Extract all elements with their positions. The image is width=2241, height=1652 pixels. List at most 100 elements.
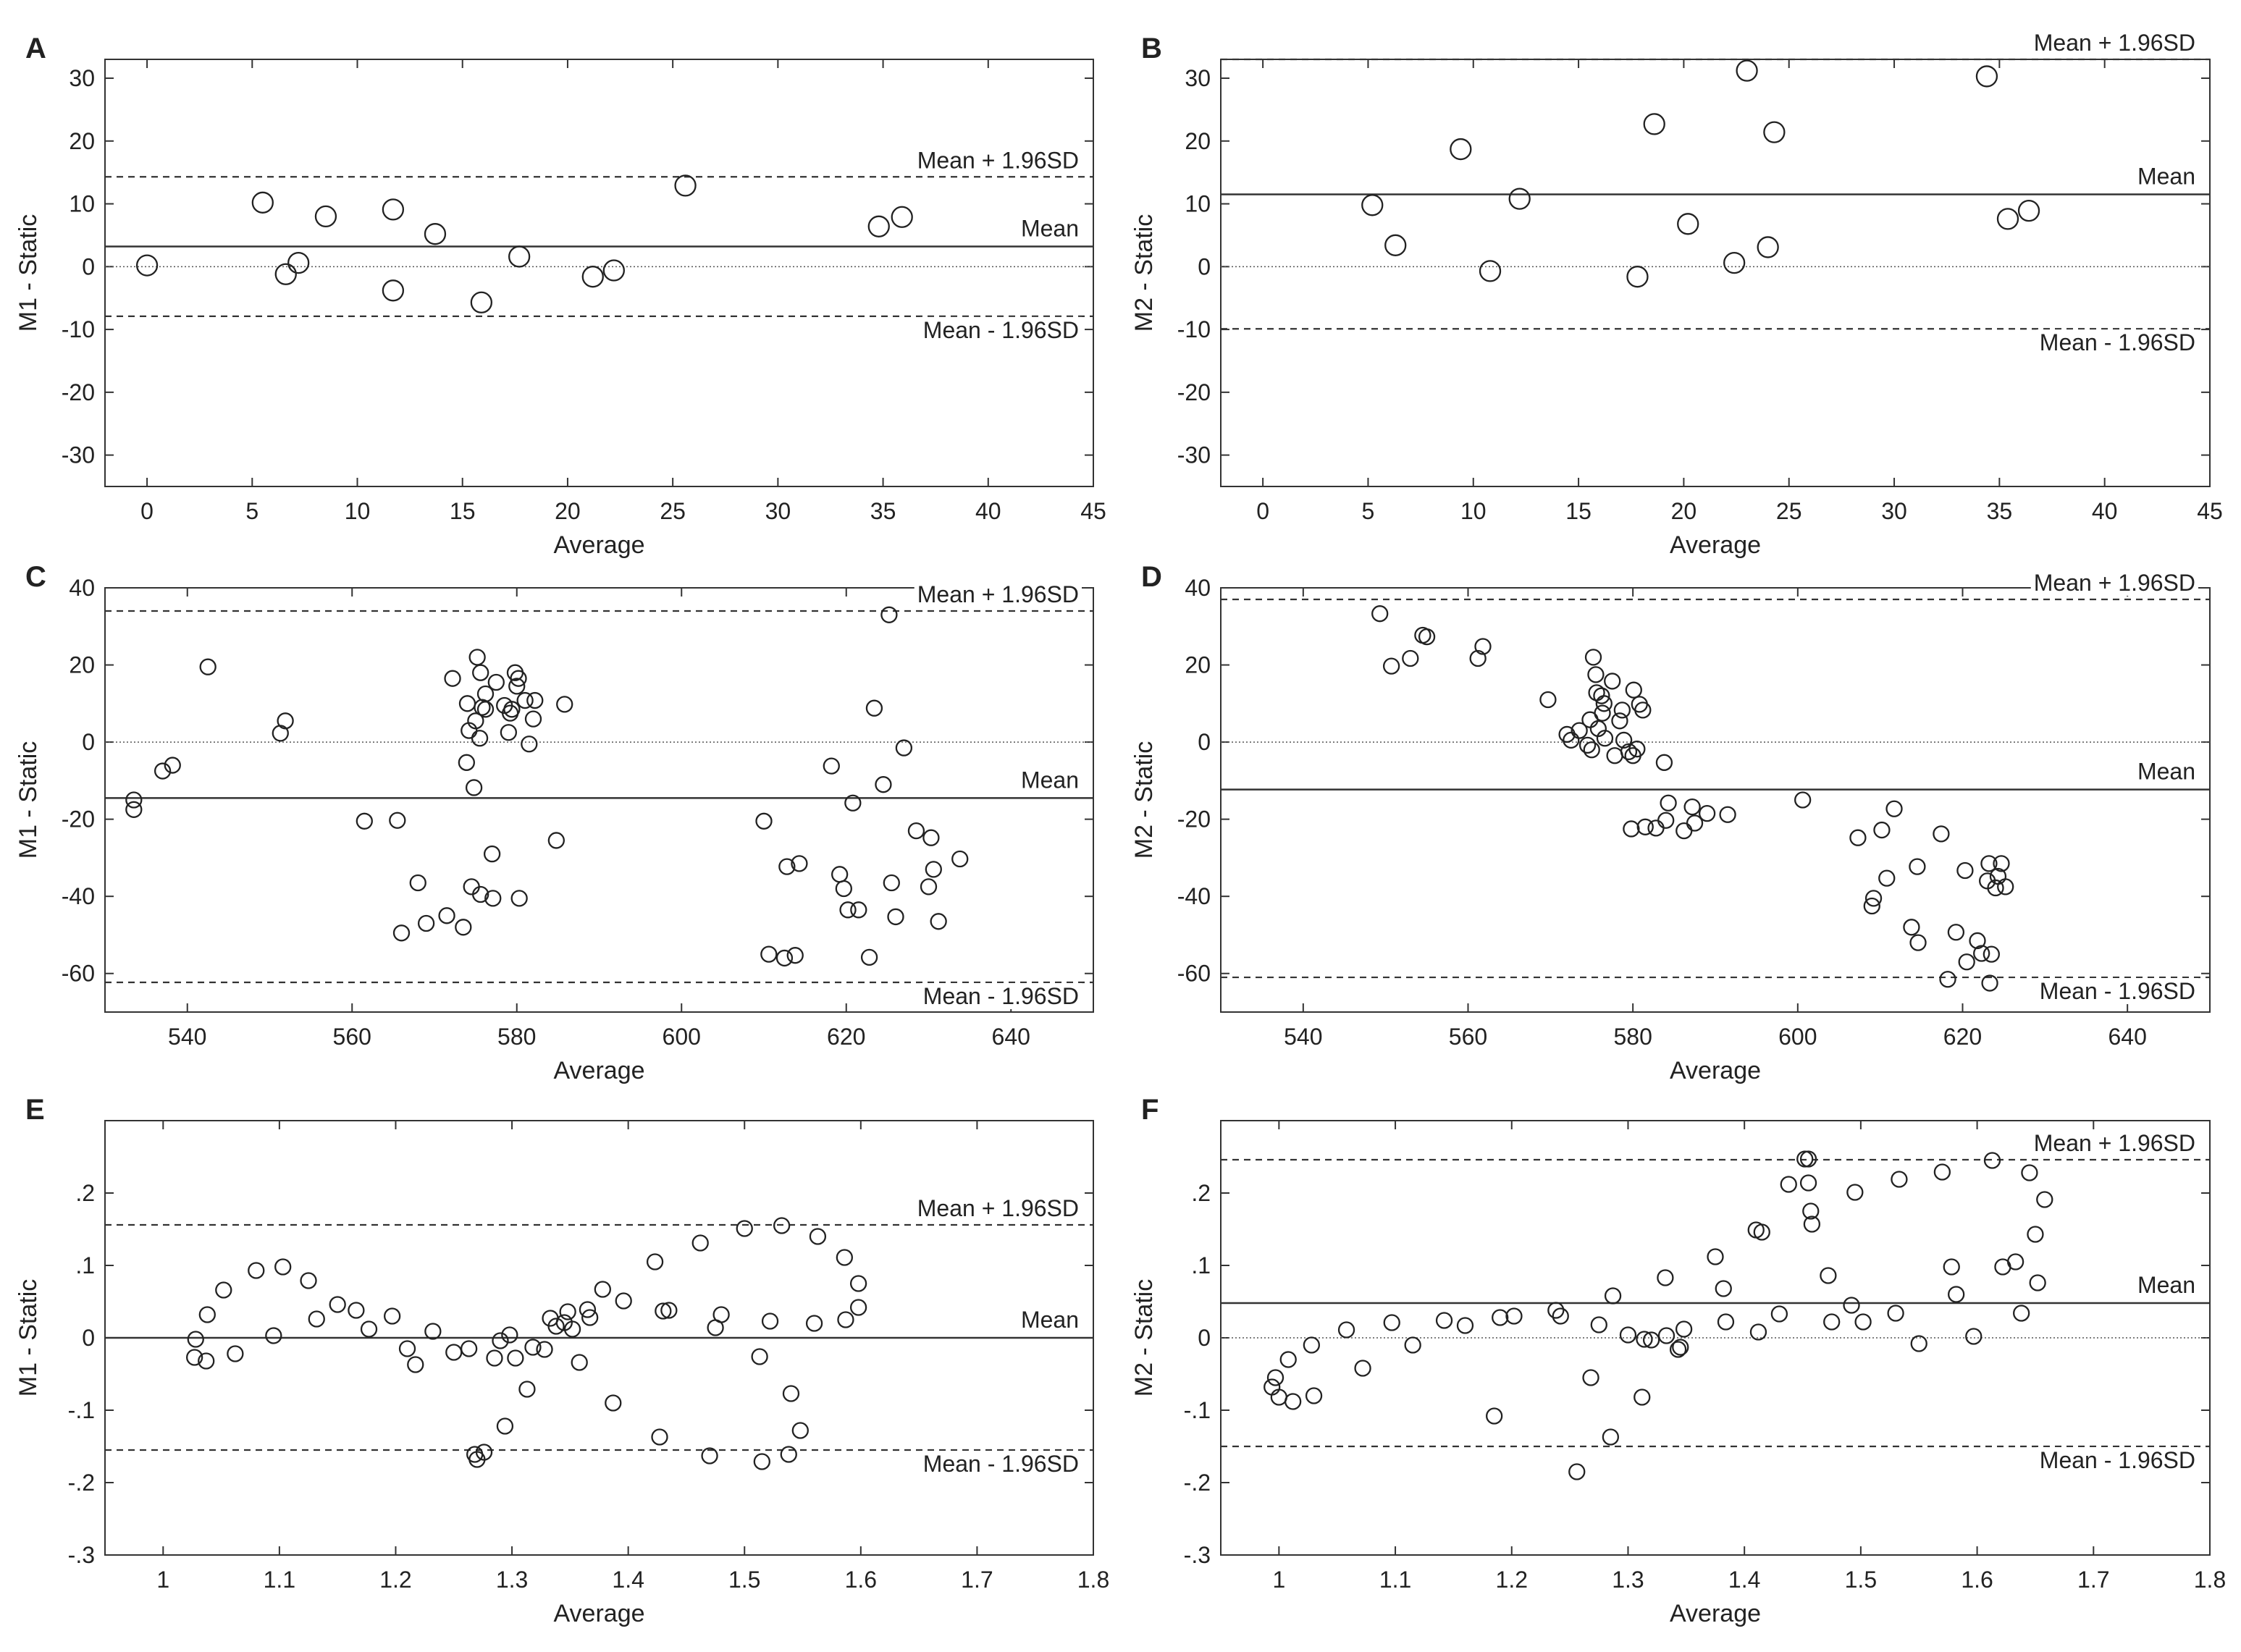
data-point <box>1983 945 2000 963</box>
data-point <box>2027 1226 2044 1243</box>
data-point <box>651 1428 668 1446</box>
data-point <box>782 1385 800 1402</box>
data-point <box>547 1318 565 1335</box>
x-tick-label: 640 <box>992 1024 1030 1050</box>
data-point <box>736 1220 753 1237</box>
data-point <box>392 924 411 942</box>
x-tick-label: 15 <box>1565 498 1592 524</box>
data-point <box>1707 1248 1724 1265</box>
data-point <box>1402 649 1419 667</box>
y-tick-label: 0 <box>82 729 95 755</box>
data-point <box>1947 924 1965 941</box>
data-point <box>920 878 938 895</box>
data-point <box>507 1349 524 1367</box>
panel-letter: A <box>25 33 46 64</box>
data-point <box>791 855 808 872</box>
data-point <box>1604 1287 1622 1305</box>
axes-frame <box>104 587 1094 1013</box>
data-point <box>1823 1313 1841 1331</box>
data-point <box>1770 1305 1788 1323</box>
upper-line-label: Mean + 1.96SD <box>2034 30 2195 56</box>
data-point <box>1623 820 1640 838</box>
label-backing <box>914 581 1082 607</box>
label-backing <box>2036 1447 2198 1473</box>
data-point <box>1657 812 1675 829</box>
data-point <box>1655 754 1673 771</box>
label-backing <box>920 1451 1082 1477</box>
panel-F: F 1 1.1 1.2 1.3 1.4 1.5 1.6 1.7 1.8 -.3 -.2 -.1 0 .1 .2… <box>1130 1094 2226 1627</box>
data-point <box>360 1320 378 1338</box>
data-point <box>780 1446 797 1463</box>
x-tick-label: 20 <box>1671 498 1697 524</box>
data-point <box>417 914 435 932</box>
panel-B: B 0 5 10 15 20 25 30 35 40 45 -30 -20 -10 0 10 20 30 Avera… <box>1130 30 2223 559</box>
data-point <box>471 730 489 747</box>
label-backing <box>914 147 1082 174</box>
y-tick-label: -.2 <box>1184 1470 1211 1496</box>
data-point <box>823 757 840 775</box>
y-tick-label: 30 <box>1185 65 1211 91</box>
panel-letter: B <box>1141 33 1162 64</box>
data-point <box>521 736 538 753</box>
panel-D: D 540 560 580 600 620 640 -60 -40 -20 0 20 40 Average… <box>1130 561 2211 1084</box>
y-tick-label: 20 <box>69 128 95 154</box>
x-tick-label: 1.4 <box>1728 1567 1760 1593</box>
data-point <box>791 1422 809 1439</box>
data-point <box>760 945 778 963</box>
x-tick-label: 15 <box>450 498 476 524</box>
mean-line-label: Mean <box>2137 164 2195 190</box>
x-tick-label: 620 <box>827 1024 865 1050</box>
data-point <box>1969 932 1986 950</box>
data-point <box>277 712 294 730</box>
data-point <box>1910 1335 1927 1352</box>
y-tick-label: 30 <box>69 65 95 91</box>
data-point <box>251 191 274 214</box>
data-point <box>831 866 849 883</box>
data-point <box>300 1272 317 1289</box>
data-point <box>1657 1269 1674 1286</box>
data-point <box>1780 1176 1797 1193</box>
data-point <box>199 658 216 675</box>
data-point <box>154 762 172 780</box>
data-point <box>500 724 518 741</box>
data-point <box>356 812 373 830</box>
data-point <box>1596 730 1614 747</box>
data-point <box>755 812 773 830</box>
data-point <box>1547 1302 1565 1319</box>
data-point <box>1474 638 1492 655</box>
upper-line-label: Mean + 1.96SD <box>917 1195 1079 1221</box>
x-tick-label: 600 <box>663 1024 701 1050</box>
data-point <box>1749 1323 1767 1341</box>
data-point <box>1660 794 1677 812</box>
x-tick-label: 0 <box>1256 498 1269 524</box>
data-point <box>605 1394 622 1412</box>
data-point <box>1843 1297 1860 1314</box>
x-tick-label: 640 <box>2108 1024 2146 1050</box>
label-backing <box>2030 30 2198 56</box>
y-tick-label: -40 <box>1177 883 1211 909</box>
axes-frame <box>104 59 1094 487</box>
label-backing <box>1017 767 1082 793</box>
data-point <box>384 1307 401 1325</box>
y-tick-label: -30 <box>62 442 95 468</box>
axes-frame <box>1220 587 2211 1013</box>
x-tick-label: 45 <box>2197 498 2223 524</box>
data-point <box>1933 1163 1951 1181</box>
data-point <box>1492 1309 1509 1326</box>
data-point <box>409 874 426 892</box>
data-point <box>1578 736 1597 754</box>
label-backing <box>2030 1130 2198 1156</box>
data-point <box>1849 829 1867 846</box>
upper-line-label: Mean + 1.96SD <box>917 147 1079 173</box>
data-point <box>1996 208 2019 230</box>
data-point <box>463 878 480 895</box>
data-point <box>571 1354 588 1371</box>
y-tick-label: 20 <box>69 652 95 678</box>
lower-line-label: Mean - 1.96SD <box>2040 1447 2195 1473</box>
data-point <box>1715 1280 1732 1297</box>
data-point <box>1619 1326 1637 1344</box>
x-tick-label: 40 <box>2092 498 2118 524</box>
data-point <box>265 1327 282 1344</box>
data-point <box>314 205 337 228</box>
data-point <box>1864 890 1883 907</box>
